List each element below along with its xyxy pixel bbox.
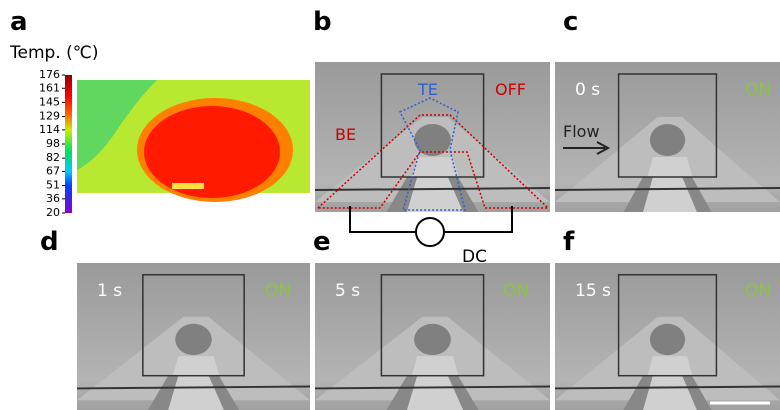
- colorbar-tick-label: 51: [46, 179, 60, 192]
- colorbar-tick-label: 82: [46, 151, 60, 164]
- panel-label: b: [313, 7, 332, 37]
- panel-label: e: [313, 227, 331, 257]
- heatmap-region: [144, 106, 280, 198]
- time: 15 s: [575, 281, 611, 301]
- panel-label: f: [563, 227, 575, 257]
- colorbar-tick-label: 145: [39, 95, 60, 108]
- annotation: OFF: [495, 80, 526, 99]
- colorbar-tick-label: 36: [46, 192, 60, 205]
- colorbar-tick-label: 176: [39, 68, 60, 81]
- state: ON: [503, 281, 529, 301]
- time: 1 s: [97, 281, 122, 301]
- colorbar-tick-label: 20: [46, 206, 60, 219]
- heatmap-region: [172, 183, 204, 189]
- state: ON: [745, 281, 771, 301]
- state: ON: [265, 281, 291, 301]
- colorbar-title: Temp. (℃): [9, 43, 98, 63]
- state: ON: [745, 80, 771, 100]
- figure: a Temp. (℃) 176161145129114988267513620 …: [0, 0, 780, 410]
- panel-label: d: [40, 227, 59, 257]
- colorbar-tick-label: 114: [39, 123, 60, 136]
- colorbar-tick-label: 129: [39, 110, 60, 123]
- source: [416, 218, 444, 246]
- colorbar-tick-label: 67: [46, 164, 60, 177]
- colorbar: [65, 75, 72, 213]
- colorbar-tick-label: 98: [46, 137, 60, 150]
- panel-label: c: [563, 7, 578, 37]
- panel-label: a: [10, 7, 28, 37]
- colorbar-tick-label: 161: [39, 81, 60, 94]
- flow-label: Flow: [563, 122, 600, 141]
- annotation: BE: [335, 125, 356, 144]
- time: 5 s: [335, 281, 360, 301]
- annotation: TE: [417, 80, 438, 99]
- time: 0 s: [575, 80, 600, 100]
